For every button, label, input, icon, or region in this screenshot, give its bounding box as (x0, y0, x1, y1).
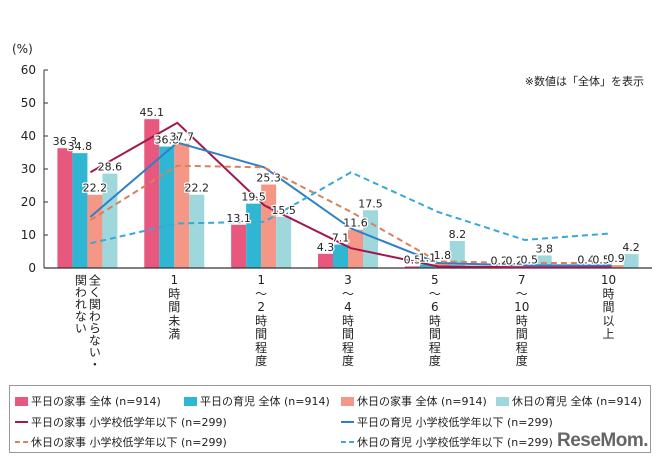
legend-item: 休日の家事 小学校低学年以下 (n=299) (15, 434, 227, 450)
legend-line (15, 421, 28, 423)
series-line (89, 164, 612, 265)
data-label: 0.2 (490, 254, 508, 267)
bar (246, 203, 262, 268)
legend-item: 平日の育児 小学校低学年以下 (n=299) (341, 414, 553, 430)
legend-label: 休日の家事 全体 (n=914) (357, 395, 487, 408)
resemom-logo: ReseMom. (556, 430, 649, 451)
y-tick-label: 30 (21, 162, 36, 176)
data-label: 7.1 (332, 232, 350, 245)
data-label: 36.3 (53, 135, 78, 148)
legend-swatch (496, 396, 509, 406)
legend-line (15, 441, 28, 443)
legend-line (341, 441, 354, 443)
series-line (89, 121, 612, 269)
bar (608, 265, 624, 268)
legend-line (341, 421, 354, 423)
x-tick-label: 全く関わらない・ 関われない (73, 274, 102, 370)
data-label: 0.5 (520, 253, 538, 266)
x-tick-label: 3 〜 4 時 間 程 度 (341, 273, 354, 368)
data-label: 0.5 (592, 253, 610, 266)
x-tick-label: 10 時 間 以 上 (600, 273, 617, 341)
series-line (90, 171, 612, 245)
data-label: 45.1 (140, 106, 165, 119)
legend-item: 平日の家事 全体 (n=914) (15, 393, 161, 409)
legend-label: 平日の家事 小学校低学年以下 (n=299) (31, 416, 227, 429)
data-label: 1.1 (419, 251, 437, 264)
data-label: 3.8 (535, 242, 553, 255)
data-label: 37.7 (170, 131, 195, 144)
y-tick-label: 0 (28, 261, 36, 275)
legend-item: 休日の育児 小学校低学年以下 (n=299) (341, 434, 553, 450)
y-axis-unit: (%) (12, 42, 33, 56)
legend-label: 平日の育児 小学校低学年以下 (n=299) (357, 416, 553, 429)
bar (57, 148, 73, 268)
legend-item: 平日の家事 小学校低学年以下 (n=299) (15, 414, 227, 430)
data-label: 11.6 (343, 217, 368, 230)
data-label: 28.6 (98, 161, 123, 174)
bar (318, 253, 333, 268)
bar (189, 194, 205, 268)
legend-swatch (15, 396, 28, 406)
y-tick-label: 50 (21, 96, 36, 110)
data-label: 0.2 (505, 254, 523, 267)
bar (159, 146, 175, 268)
legend-swatch (184, 396, 197, 406)
data-label: 22.2 (83, 182, 108, 195)
chart-note: ※数値は「全体」を表示 (524, 75, 644, 88)
bar (174, 143, 190, 268)
legend-label: 休日の育児 全体 (n=914) (512, 395, 642, 408)
bar (144, 119, 160, 268)
data-label: 25.3 (256, 172, 281, 185)
bar (333, 244, 348, 268)
data-label: 36.8 (155, 134, 180, 147)
data-label: 4.3 (317, 241, 335, 254)
legend-swatch (341, 396, 354, 406)
data-label: 13.1 (226, 212, 251, 225)
y-tick-label: 10 (21, 228, 36, 242)
legend-label: 平日の家事 全体 (n=914) (31, 395, 161, 408)
x-tick-label: 1 時 間 未 満 (168, 273, 181, 341)
y-tick-label: 20 (21, 195, 36, 209)
data-label: 1.8 (434, 249, 452, 262)
data-label: 8.2 (449, 228, 467, 241)
legend-item: 平日の育児 全体 (n=914) (184, 393, 330, 409)
data-label: 0.4 (577, 254, 595, 267)
bar (72, 153, 88, 268)
legend-label: 休日の育児 小学校低学年以下 (n=299) (357, 436, 553, 449)
bar (276, 216, 292, 268)
bar (231, 224, 247, 268)
series-line (89, 141, 612, 267)
bar (404, 266, 420, 268)
legend-label: 休日の家事 小学校低学年以下 (n=299) (31, 436, 227, 449)
bar (623, 254, 639, 268)
y-tick-label: 40 (21, 129, 36, 143)
data-label: 34.8 (68, 140, 93, 153)
legend-item: 休日の育児 全体 (n=914) (496, 393, 642, 409)
y-tick-label: 60 (21, 63, 36, 77)
data-label: 4.2 (622, 241, 640, 254)
bar (419, 264, 435, 268)
legend-label: 平日の育児 全体 (n=914) (200, 395, 330, 408)
data-label: 22.2 (185, 182, 210, 195)
x-tick-label: 5 〜 6 時 間 程 度 (428, 273, 441, 368)
x-tick-label: 1 〜 2 時 間 程 度 (255, 273, 268, 368)
legend: 平日の家事 全体 (n=914) 平日の育児 全体 (n=914) 休日の家事 … (9, 385, 651, 453)
data-label: 19.5 (241, 191, 266, 204)
data-label: 0.9 (607, 252, 625, 265)
data-label: 0.5 (404, 253, 422, 266)
x-tick-label: 7 〜 10 時 間 程 度 (514, 273, 530, 368)
bar (87, 194, 103, 268)
data-label: 15.5 (271, 204, 296, 217)
legend-item: 休日の家事 全体 (n=914) (341, 393, 487, 409)
data-label: 17.5 (358, 197, 383, 210)
bar (434, 262, 450, 268)
